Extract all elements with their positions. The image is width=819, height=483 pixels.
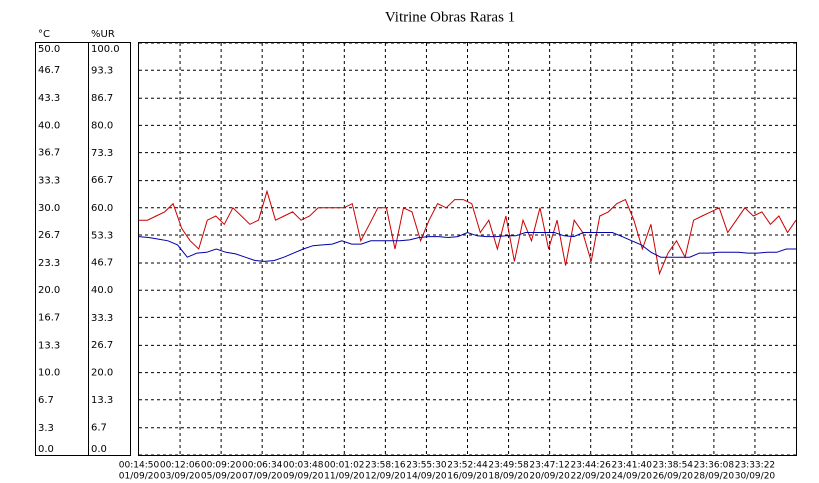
y2-tick-label: 6.7 <box>91 422 107 433</box>
x-date-label: 20/09/20 <box>529 472 570 482</box>
y-tick-label: 50.0 <box>38 44 60 55</box>
x-date-label: 05/09/20 <box>201 472 242 482</box>
y2-tick-label: 33.3 <box>91 313 113 324</box>
y-tick-label: 6.7 <box>38 395 54 406</box>
y-tick-label: 40.0 <box>38 120 60 131</box>
x-tick-label: 00:06:34 <box>242 461 283 471</box>
x-tick-label: 23:49:58 <box>488 461 529 471</box>
y2-tick-label: 86.7 <box>91 93 113 104</box>
y-tick-label: 20.0 <box>38 285 60 296</box>
y2-axis-label: %UR <box>91 29 115 40</box>
y2-tick-label: 26.7 <box>91 340 113 351</box>
x-tick-label: 23:41:40 <box>612 461 653 471</box>
y2-tick-label: 66.7 <box>91 175 113 186</box>
x-date-label: 03/09/20 <box>160 472 201 482</box>
x-date-label: 07/09/20 <box>242 472 283 482</box>
x-date-label: 30/09/20 <box>735 472 776 482</box>
y2-tick-label: 73.3 <box>91 148 113 159</box>
y-tick-label: 33.3 <box>38 176 60 187</box>
x-tick-label: 23:36:08 <box>694 461 735 471</box>
y2-tick-label: 53.3 <box>91 230 113 241</box>
x-tick-label: 00:12:06 <box>160 461 201 471</box>
y-tick-label: 10.0 <box>38 368 60 379</box>
y2-tick-label: 40.0 <box>91 285 113 296</box>
x-date-label: 01/09/20 <box>119 472 160 482</box>
y-tick-label: 30.0 <box>38 203 60 214</box>
x-tick-label: 23:58:16 <box>365 461 406 471</box>
y-tick-label: 13.3 <box>38 340 60 351</box>
y2-tick-label: 20.0 <box>91 368 113 379</box>
x-date-label: 18/09/20 <box>488 472 529 482</box>
y2-tick-label: 80.0 <box>91 120 113 131</box>
x-date-label: 14/09/20 <box>406 472 447 482</box>
x-tick-label: 23:38:54 <box>653 461 694 471</box>
y2-tick-label: 100.0 <box>91 44 120 55</box>
y-tick-label: 43.3 <box>38 93 60 104</box>
chart-title: Vitrine Obras Raras 1 <box>385 9 515 25</box>
x-date-label: 11/09/20 <box>324 472 365 482</box>
y2-tick-label: 13.3 <box>91 395 113 406</box>
x-date-label: 24/09/20 <box>612 472 653 482</box>
y-tick-label: 36.7 <box>38 148 60 159</box>
y-tick-label: 3.3 <box>38 423 54 434</box>
x-tick-label: 23:55:30 <box>406 461 447 471</box>
y2-tick-label: 0.0 <box>91 444 107 455</box>
x-tick-label: 23:52:44 <box>447 461 488 471</box>
y-tick-label: 46.7 <box>38 65 60 76</box>
x-tick-label: 00:14:50 <box>119 461 160 471</box>
y2-tick-label: 46.7 <box>91 258 113 269</box>
x-tick-label: 23:47:12 <box>529 461 569 471</box>
y2-tick-label: 60.0 <box>91 203 113 214</box>
x-date-label: 28/09/20 <box>694 472 735 482</box>
y-tick-label: 26.7 <box>38 230 60 241</box>
x-tick-label: 23:44:26 <box>570 461 611 471</box>
y-tick-label: 16.7 <box>38 312 60 323</box>
x-date-label: 09/09/20 <box>283 472 324 482</box>
x-date-label: 22/09/20 <box>570 472 611 482</box>
y2-tick-label: 93.3 <box>91 66 113 77</box>
x-tick-label: 00:09:20 <box>201 461 242 471</box>
series-line <box>139 189 797 276</box>
x-tick-label: 00:01:02 <box>324 461 364 471</box>
x-date-label: 16/09/20 <box>447 472 488 482</box>
y-axis-label: °C <box>38 29 50 40</box>
plot-area <box>138 42 797 456</box>
x-tick-label: 23:33:22 <box>735 461 775 471</box>
x-tick-label: 00:03:48 <box>283 461 324 471</box>
y-tick-label: 0.0 <box>38 444 54 455</box>
series-line <box>138 231 796 262</box>
x-date-label: 26/09/20 <box>653 472 694 482</box>
x-date-label: 12/09/20 <box>365 472 406 482</box>
y2-axis-box <box>88 42 131 456</box>
y-tick-label: 23.3 <box>38 258 60 269</box>
